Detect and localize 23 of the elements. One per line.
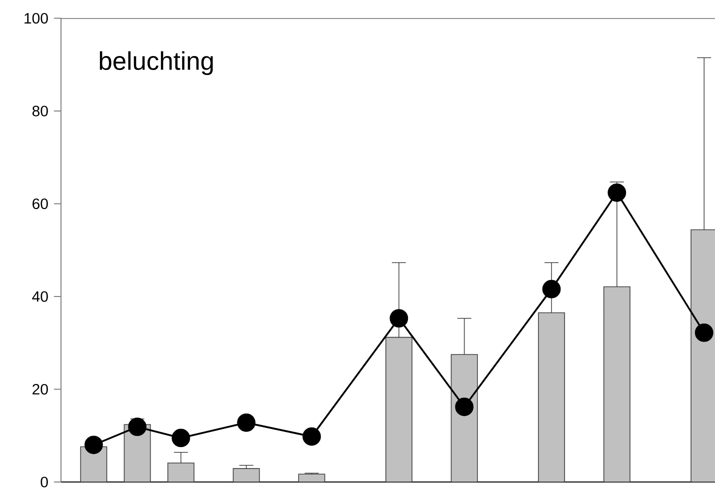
point [302, 427, 321, 446]
y-tick-label: 40 [32, 291, 48, 302]
point [172, 428, 190, 448]
bar [385, 336, 412, 482]
point [390, 309, 408, 328]
y-tick-label: 100 [24, 12, 48, 24]
point [237, 413, 256, 432]
y-tick-label: 60 [32, 198, 48, 210]
point [84, 436, 103, 454]
annotation: beluchting [100, 51, 213, 76]
point [694, 323, 714, 342]
bar [538, 312, 565, 482]
y-tick-label: 0 [40, 476, 48, 488]
y-tick-label: 80 [32, 106, 48, 116]
point [455, 398, 474, 416]
point [542, 280, 561, 298]
point [608, 183, 626, 202]
bar [167, 462, 194, 482]
bar [603, 286, 630, 482]
y-tick-label: 20 [32, 384, 48, 395]
point [128, 418, 146, 436]
bar [232, 468, 260, 482]
bar [450, 354, 478, 482]
